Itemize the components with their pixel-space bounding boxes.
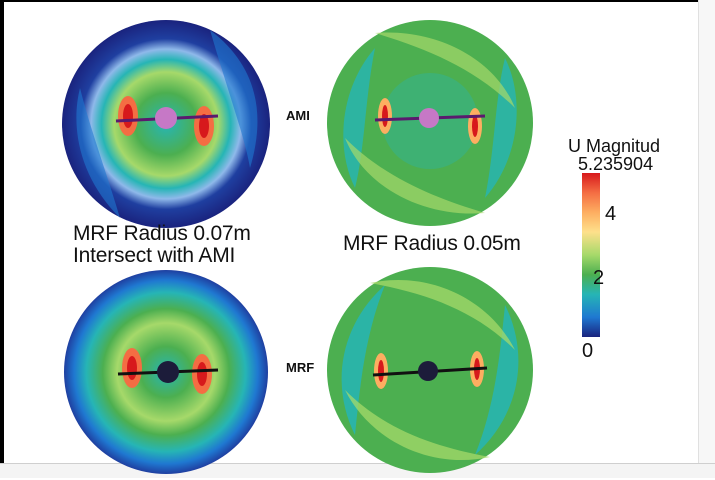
legend-title: U Magnitud bbox=[568, 136, 661, 156]
caption-left-line2: Intersect with AMI bbox=[73, 244, 236, 267]
caption-left-line1: MRF Radius 0.07m bbox=[73, 222, 251, 245]
colorbar bbox=[582, 173, 600, 337]
flow-field-ami-r007 bbox=[62, 20, 270, 228]
ami-label: AMI bbox=[286, 108, 310, 123]
frame-left-border bbox=[0, 0, 4, 477]
mrf-label: MRF bbox=[286, 360, 315, 375]
flow-field-ami-r005 bbox=[327, 20, 533, 226]
right-panel-edge bbox=[698, 0, 715, 477]
legend-tick-2: 2 bbox=[593, 267, 605, 289]
legend-tick-0: 0 bbox=[582, 340, 594, 362]
frame-top-border bbox=[0, 0, 715, 2]
caption-right: MRF Radius 0.05m bbox=[343, 232, 521, 255]
legend-max-value: 5.235904 bbox=[578, 154, 654, 174]
flow-field-mrf-r007 bbox=[64, 270, 268, 474]
flow-field-mrf-r005 bbox=[327, 267, 533, 473]
legend-tick-4: 4 bbox=[605, 203, 617, 225]
